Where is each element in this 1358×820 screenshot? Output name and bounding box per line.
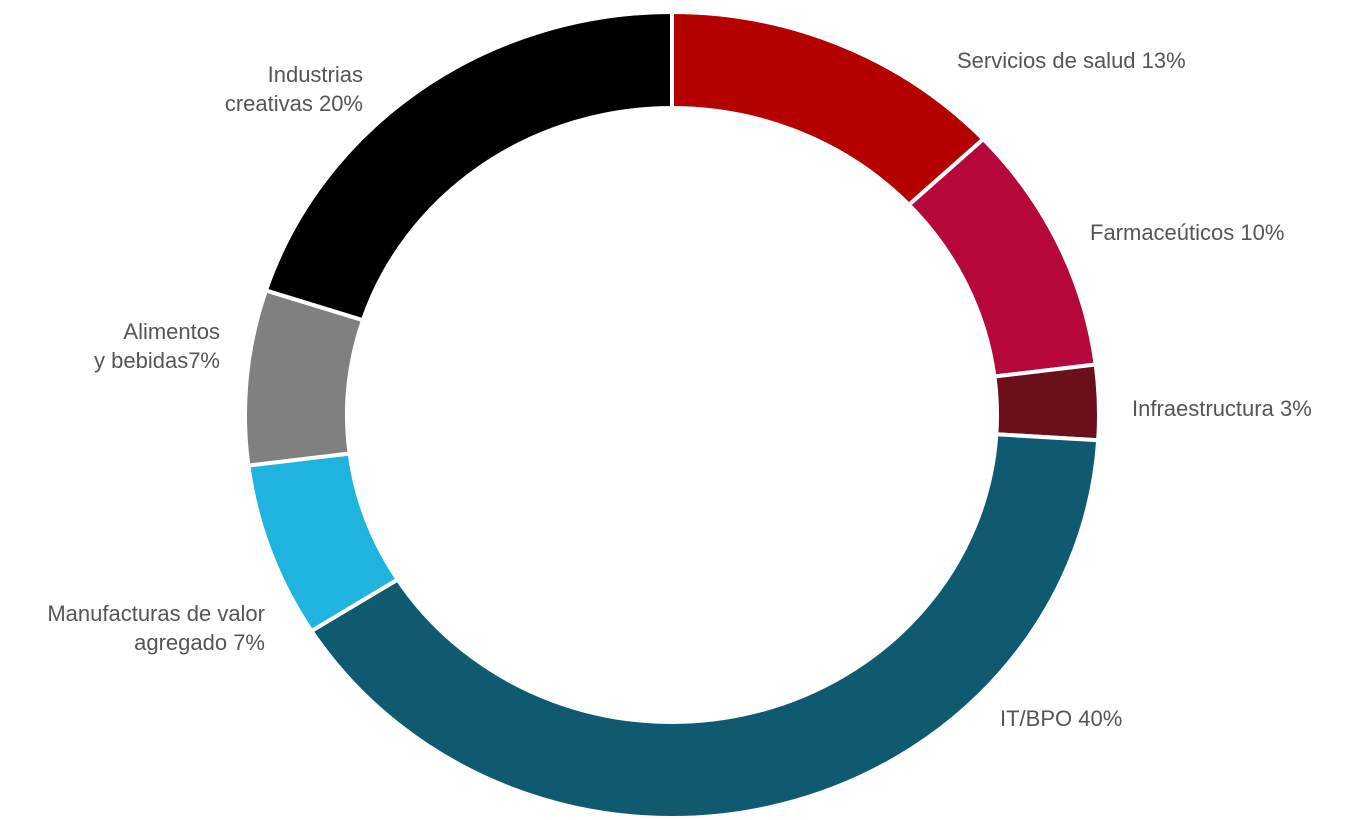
slice-label: Infraestructura 3%	[1132, 396, 1312, 421]
donut-slice	[263, 9, 674, 323]
slice-label: Servicios de salud 13%	[957, 48, 1186, 73]
donut-slice	[308, 432, 1101, 820]
slice-label-line: Manufacturas de valor	[47, 601, 265, 626]
slice-label-line: IT/BPO 40%	[1000, 706, 1122, 731]
slice-label: Industrias creativas 20%	[225, 62, 363, 116]
donut-slice	[670, 9, 987, 208]
slice-label-line: y bebidas7%	[94, 348, 220, 373]
slice-label: Manufacturas de valor agregado 7%	[47, 601, 265, 655]
slice-label-line: Servicios de salud 13%	[957, 48, 1186, 73]
slice-label: Alimentos y bebidas7%	[94, 319, 220, 373]
slice-label-line: creativas 20%	[225, 91, 363, 116]
slice-label-line: Farmaceúticos 10%	[1090, 220, 1284, 245]
donut-slice	[992, 362, 1101, 443]
slice-label: IT/BPO 40%	[1000, 706, 1122, 731]
slice-label-line: agregado 7%	[134, 630, 265, 655]
slice-label-line: Infraestructura 3%	[1132, 396, 1312, 421]
slice-label-line: Industrias	[268, 62, 363, 87]
slice-label-line: Alimentos	[123, 319, 220, 344]
slice-label: Farmaceúticos 10%	[1090, 220, 1284, 245]
